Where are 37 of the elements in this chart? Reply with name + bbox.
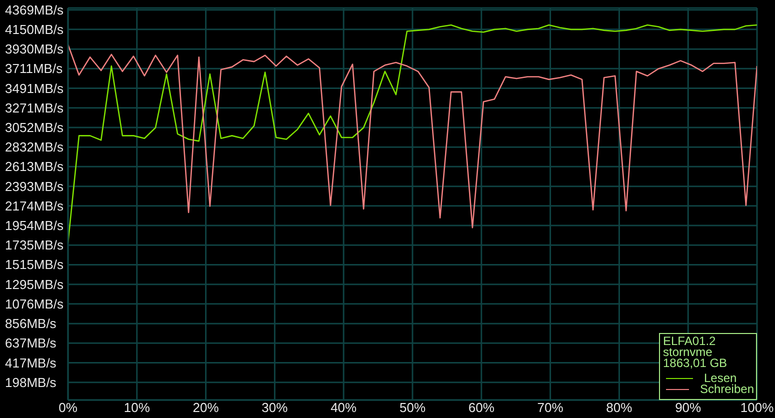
y-tick-label: 2393MB/s [5,178,64,194]
x-tick-label: 100% [740,400,774,416]
x-tick-label: 90% [675,400,702,416]
y-tick-label: 3930MB/s [5,42,64,57]
x-tick-label: 40% [330,400,358,416]
annotation: ELFA01.2 [663,334,717,348]
y-tick-label: 1295MB/s [5,276,64,292]
line-series [68,44,757,228]
legend-label: Schreiben [700,382,754,396]
annotation: stornvme [663,345,712,359]
y-tick-label: 3711MB/s [5,61,64,76]
y-tick-label: 4150MB/s [5,22,64,37]
y-tick-label: 2832MB/s [5,140,64,155]
y-tick-label: 1954MB/s [5,218,64,234]
annotation: 1863,01 GB [663,356,728,370]
y-tick-label: 856MB/s [5,316,57,332]
x-tick-label: 60% [468,400,495,416]
y-tick-label: 198MB/s [5,374,57,390]
x-tick-label: 50% [399,400,426,416]
y-tick-label: 3052MB/s [5,120,64,135]
x-tick-label: 80% [606,400,633,416]
y-tick-label: 417MB/s [5,355,57,370]
y-tick-label: 1515MB/s [5,257,64,272]
x-tick-label: 10% [124,400,150,416]
y-tick-label: 2174MB/s [5,198,64,214]
y-tick-label: 4369MB/s [5,2,64,18]
legend-label: Lesen [704,371,737,385]
y-tick-label: 1735MB/s [5,238,64,253]
y-tick-label: 2613MB/s [5,159,64,174]
x-tick-label: 70% [537,400,564,416]
y-tick-label: 637MB/s [5,336,57,351]
x-tick-label: 30% [262,400,288,416]
x-tick-label: 0% [58,400,78,416]
x-tick-label: 20% [192,400,220,416]
y-tick-label: 3491MB/s [5,80,64,96]
y-tick-label: 1076MB/s [5,296,64,312]
y-tick-label: 3271MB/s [5,100,64,116]
